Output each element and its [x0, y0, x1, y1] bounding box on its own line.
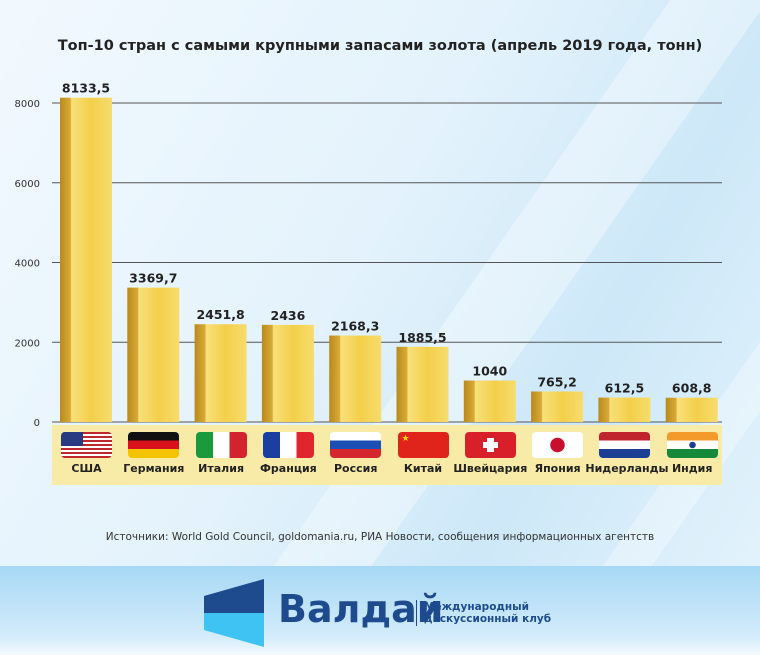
country-1: Германия: [120, 425, 187, 485]
country-label: Китай: [403, 462, 443, 475]
bar-Швейцария: [463, 380, 516, 422]
logo-divider: [416, 600, 417, 626]
bar-Италия: [194, 324, 247, 422]
bar-США: [60, 97, 112, 422]
bar-Китай: [396, 346, 449, 422]
y-tick-label: 0: [34, 418, 40, 429]
data-label: 2436: [271, 308, 306, 323]
logo-subtitle-line-1: Международный: [424, 601, 529, 613]
france-flag-icon: [262, 432, 314, 458]
y-tick-label: 2000: [15, 338, 40, 349]
chart-title: Топ-10 стран с самыми крупными запасами …: [57, 38, 703, 54]
footer: [0, 566, 760, 655]
bar-Германия: [127, 287, 180, 422]
country-label: Франция: [260, 462, 317, 475]
bar-Индия: [665, 397, 718, 422]
y-tick-label: 4000: [15, 259, 40, 270]
country-label: Италия: [198, 462, 245, 475]
country-9: Индия: [659, 425, 726, 485]
data-label: 2168,3: [331, 319, 379, 334]
y-tick-label: 6000: [15, 179, 40, 190]
source-note: Источники: World Gold Council, goldomani…: [105, 531, 655, 543]
india-flag-icon: [666, 432, 718, 458]
bar-Нидерланды: [598, 397, 651, 422]
netherlands-flag-icon: [599, 432, 651, 458]
germany-flag-icon: [128, 432, 180, 458]
country-7: Япония: [524, 425, 591, 485]
country-label: Россия: [333, 462, 378, 475]
country-panel: США Германия Италия Франция Россия ★ Китай Швей…: [52, 425, 722, 485]
usa-flag-icon: [61, 432, 112, 458]
china-flag-icon: ★: [397, 432, 449, 458]
data-label: 1885,5: [398, 330, 446, 345]
y-tick-label: 8000: [15, 99, 40, 110]
japan-flag-icon: [532, 432, 584, 458]
switzerland-flag-icon: [464, 432, 516, 458]
bar-Франция: [261, 324, 314, 422]
country-label: Германия: [123, 462, 185, 475]
country-label: Нидерланды: [585, 462, 669, 475]
country-5: ★ Китай: [390, 425, 457, 485]
data-label: 608,8: [672, 381, 712, 396]
bar-Россия: [329, 335, 382, 422]
country-label: Швейцария: [453, 462, 528, 475]
logo-subtitle: Международный дискуссионный клуб: [424, 601, 551, 625]
data-label: 612,5: [605, 381, 645, 396]
logo-wordmark: Валдай: [278, 587, 444, 631]
country-label: США: [71, 462, 102, 475]
country-label: Япония: [534, 462, 581, 475]
data-label: 3369,7: [129, 271, 177, 286]
country-label: Индия: [671, 462, 713, 475]
bar-chart: 0 2000 4000 6000 8000 8133,5 3369,7 2451,8 2436 2…: [15, 81, 722, 429]
country-3: Франция: [255, 425, 322, 485]
italy-flag-icon: [195, 432, 247, 458]
country-6: Швейцария: [453, 425, 527, 485]
data-label: 1040: [472, 364, 507, 379]
logo-subtitle-line-2: дискуссионный клуб: [424, 613, 552, 625]
data-label: 8133,5: [62, 81, 110, 96]
bar-Япония: [531, 391, 584, 422]
russia-flag-icon: [330, 432, 382, 458]
country-8: Нидерланды: [585, 425, 668, 485]
country-2: Италия: [188, 425, 255, 485]
country-0: США: [53, 425, 120, 485]
data-label: 2451,8: [196, 307, 244, 322]
valdai-logo-icon: [204, 579, 264, 647]
country-4: Россия: [322, 425, 389, 485]
data-label: 765,2: [537, 374, 577, 389]
